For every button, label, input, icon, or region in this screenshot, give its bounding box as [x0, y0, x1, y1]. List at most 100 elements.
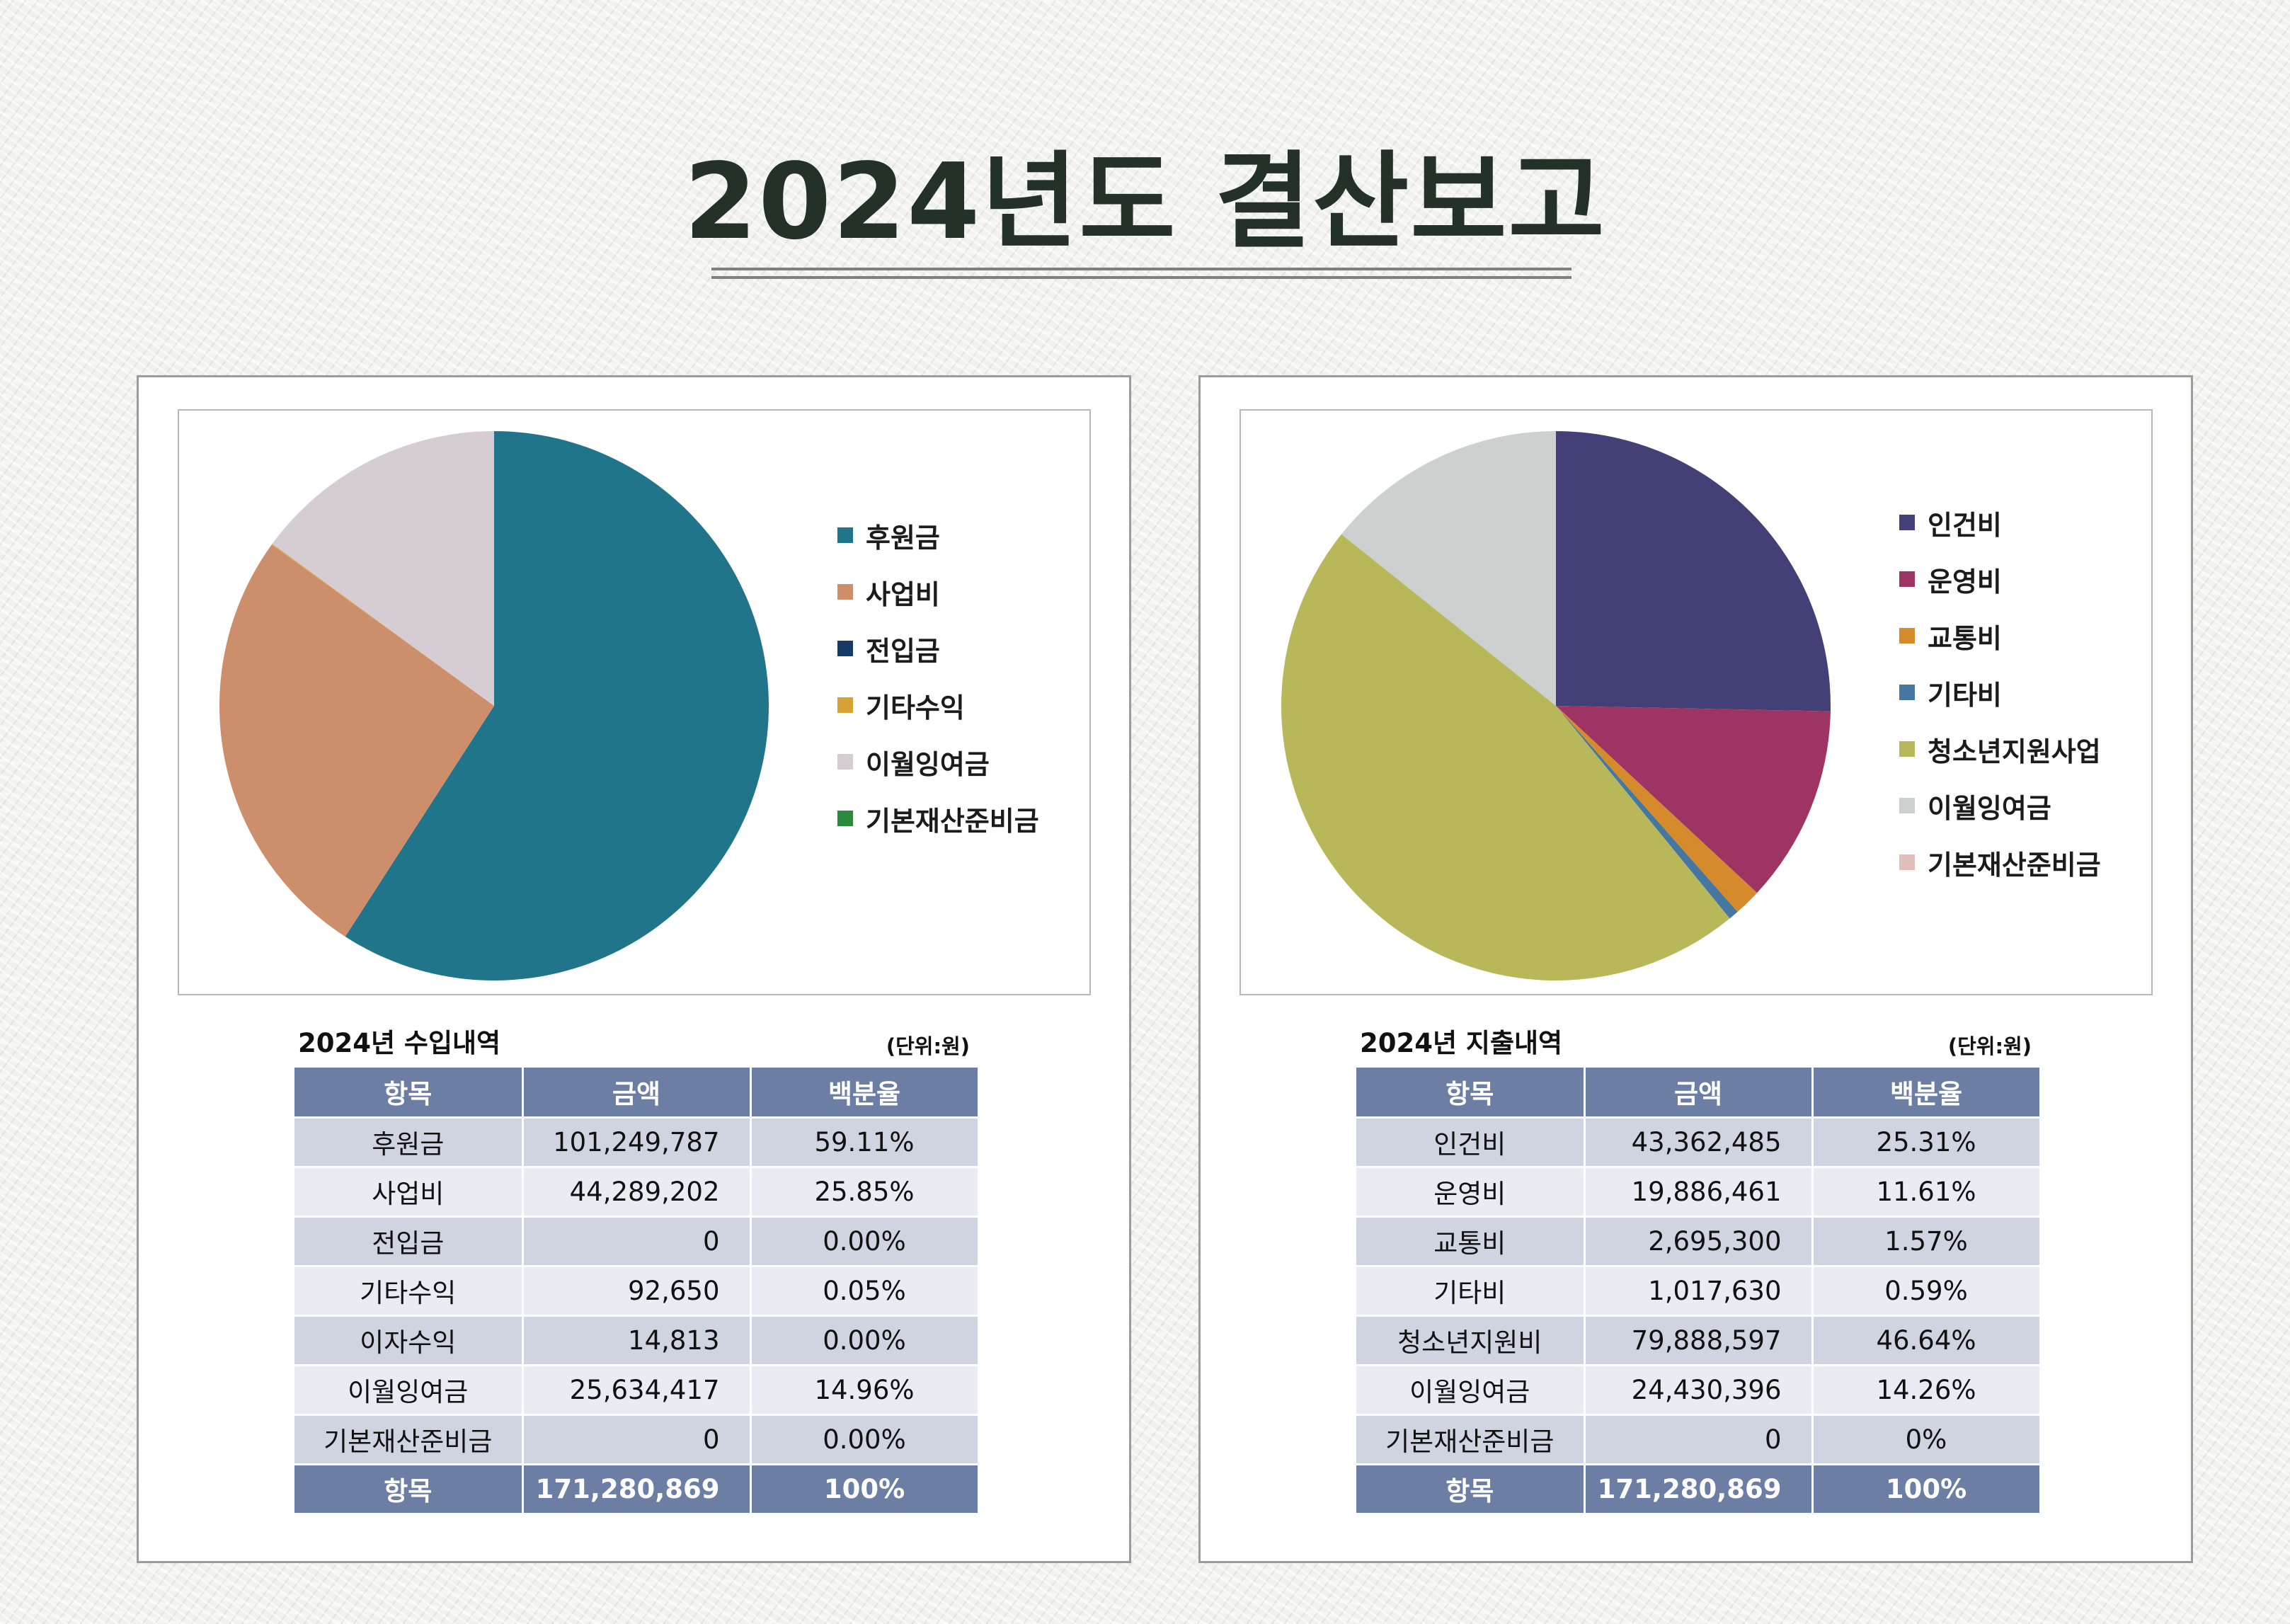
- row-name: 이월잉여금: [1356, 1365, 1586, 1416]
- legend-item: 교통비: [1899, 607, 2101, 664]
- row-percent: 59.11%: [750, 1117, 980, 1168]
- row-amount: 0: [522, 1414, 752, 1465]
- legend-item: 기타수익: [837, 677, 1039, 733]
- row-name: 기타비: [1356, 1266, 1586, 1317]
- income-chart: 후원금 사업비 전입금 기타수익 이월잉여금 기본재산준비금: [178, 409, 1091, 995]
- table-header-row: 항목 금액 백분율: [294, 1068, 980, 1119]
- row-percent: 11.61%: [1812, 1167, 2042, 1218]
- row-percent: 0.00%: [750, 1414, 980, 1465]
- income-panel: 후원금 사업비 전입금 기타수익 이월잉여금 기본재산준비금 2024년 수입내역 (단위…: [137, 375, 1131, 1563]
- table-header-row: 항목 금액 백분율: [1356, 1068, 2042, 1119]
- total-name: 항목: [1356, 1464, 1586, 1515]
- row-amount: 0: [522, 1216, 752, 1267]
- table-total-row: 항목 171,280,869 100%: [1356, 1464, 2042, 1515]
- legend-swatch: [837, 527, 853, 543]
- row-name: 후원금: [294, 1117, 524, 1168]
- table-row: 인건비 43,362,485 25.31%: [1356, 1117, 2042, 1168]
- row-amount: 79,888,597: [1584, 1315, 1814, 1366]
- row-name: 기본재산준비금: [1356, 1414, 1586, 1465]
- legend-swatch: [837, 584, 853, 600]
- expense-chart: 인건비 운영비 교통비 기타비 청소년지원사업 이월잉여금 기본재산준비금: [1240, 409, 2153, 995]
- legend-item: 기타비: [1899, 664, 2101, 721]
- table-row: 청소년지원비 79,888,597 46.64%: [1356, 1315, 2042, 1366]
- legend-item: 사업비: [837, 564, 1039, 620]
- row-percent: 14.26%: [1812, 1365, 2042, 1416]
- legend-swatch: [837, 811, 853, 826]
- row-amount: 92,650: [522, 1266, 752, 1317]
- income-chart-legend: 후원금 사업비 전입금 기타수익 이월잉여금 기본재산준비금: [837, 507, 1039, 847]
- legend-item: 이월잉여금: [837, 733, 1039, 790]
- legend-label: 사업비: [866, 578, 940, 610]
- row-percent: 0.05%: [750, 1266, 980, 1317]
- row-percent: 0.59%: [1812, 1266, 2042, 1317]
- row-amount: 2,695,300: [1584, 1216, 1814, 1267]
- row-amount: 24,430,396: [1584, 1365, 1814, 1416]
- row-percent: 14.96%: [750, 1365, 980, 1416]
- row-amount: 25,634,417: [522, 1365, 752, 1416]
- legend-label: 기타수익: [866, 692, 965, 724]
- total-amount: 171,280,869: [522, 1464, 752, 1515]
- table-total-row: 항목 171,280,869 100%: [294, 1464, 980, 1515]
- table-row: 기본재산준비금 0 0.00%: [294, 1414, 980, 1465]
- legend-label: 후원금: [866, 522, 940, 554]
- table-row: 후원금 101,249,787 59.11%: [294, 1117, 980, 1168]
- row-name: 이월잉여금: [294, 1365, 524, 1416]
- row-name: 기본재산준비금: [294, 1414, 524, 1465]
- table-row: 이월잉여금 24,430,396 14.26%: [1356, 1365, 2042, 1416]
- pie-slice: [1341, 431, 1556, 706]
- row-percent: 25.31%: [1812, 1117, 2042, 1168]
- row-percent: 0.00%: [750, 1216, 980, 1267]
- legend-item: 인건비: [1899, 494, 2101, 551]
- income-pie-chart: [219, 431, 769, 980]
- pie-slice: [1556, 431, 1831, 711]
- row-name: 기타수익: [294, 1266, 524, 1317]
- legend-swatch: [1899, 854, 1915, 870]
- column-header: 항목: [1356, 1068, 1586, 1119]
- pie-slice: [271, 544, 494, 706]
- expense-table-caption: 2024년 지출내역: [1360, 1028, 1563, 1058]
- expense-unit-label: (단위:원): [1947, 1034, 2032, 1058]
- pie-slice: [1556, 706, 1758, 913]
- legend-swatch: [1899, 798, 1915, 813]
- row-percent: 25.85%: [750, 1167, 980, 1218]
- pie-slice: [219, 544, 494, 937]
- legend-label: 청소년지원사업: [1928, 736, 2101, 767]
- legend-swatch: [837, 754, 853, 770]
- expense-chart-legend: 인건비 운영비 교통비 기타비 청소년지원사업 이월잉여금 기본재산준비금: [1899, 494, 2101, 891]
- row-amount: 44,289,202: [522, 1167, 752, 1218]
- expense-table: 항목 금액 백분율 인건비 43,362,485 25.31% 운영비 19,8…: [1356, 1068, 2042, 1515]
- legend-label: 인건비: [1928, 509, 2002, 541]
- table-row: 기본재산준비금 0 0%: [1356, 1414, 2042, 1465]
- pie-slice: [345, 431, 769, 980]
- table-row: 이월잉여금 25,634,417 14.96%: [294, 1365, 980, 1416]
- expense-pie-chart: [1281, 431, 1831, 980]
- total-name: 항목: [294, 1464, 524, 1515]
- column-header: 금액: [522, 1068, 752, 1119]
- legend-label: 전입금: [866, 635, 940, 667]
- pie-slice: [1281, 534, 1730, 980]
- income-table-caption: 2024년 수입내역: [298, 1028, 501, 1058]
- legend-item: 후원금: [837, 507, 1039, 564]
- legend-item: 청소년지원사업: [1899, 721, 2101, 777]
- row-amount: 1,017,630: [1584, 1266, 1814, 1317]
- legend-swatch: [837, 641, 853, 656]
- legend-swatch: [1899, 628, 1915, 644]
- legend-item: 기본재산준비금: [1899, 834, 2101, 891]
- pie-slice: [272, 431, 494, 706]
- page-title: 2024년도 결산보고: [684, 141, 1606, 263]
- legend-swatch: [1899, 685, 1915, 700]
- table-row: 기타비 1,017,630 0.59%: [1356, 1266, 2042, 1317]
- legend-item: 운영비: [1899, 551, 2101, 607]
- row-percent: 0%: [1812, 1414, 2042, 1465]
- row-name: 사업비: [294, 1167, 524, 1218]
- table-row: 운영비 19,886,461 11.61%: [1356, 1167, 2042, 1218]
- row-percent: 1.57%: [1812, 1216, 2042, 1267]
- table-row: 사업비 44,289,202 25.85%: [294, 1167, 980, 1218]
- row-name: 청소년지원비: [1356, 1315, 1586, 1366]
- pie-slice: [1556, 706, 1831, 893]
- table-row: 교통비 2,695,300 1.57%: [1356, 1216, 2042, 1267]
- legend-swatch: [1899, 515, 1915, 530]
- legend-swatch: [1899, 741, 1915, 757]
- total-amount: 171,280,869: [1584, 1464, 1814, 1515]
- row-name: 전입금: [294, 1216, 524, 1267]
